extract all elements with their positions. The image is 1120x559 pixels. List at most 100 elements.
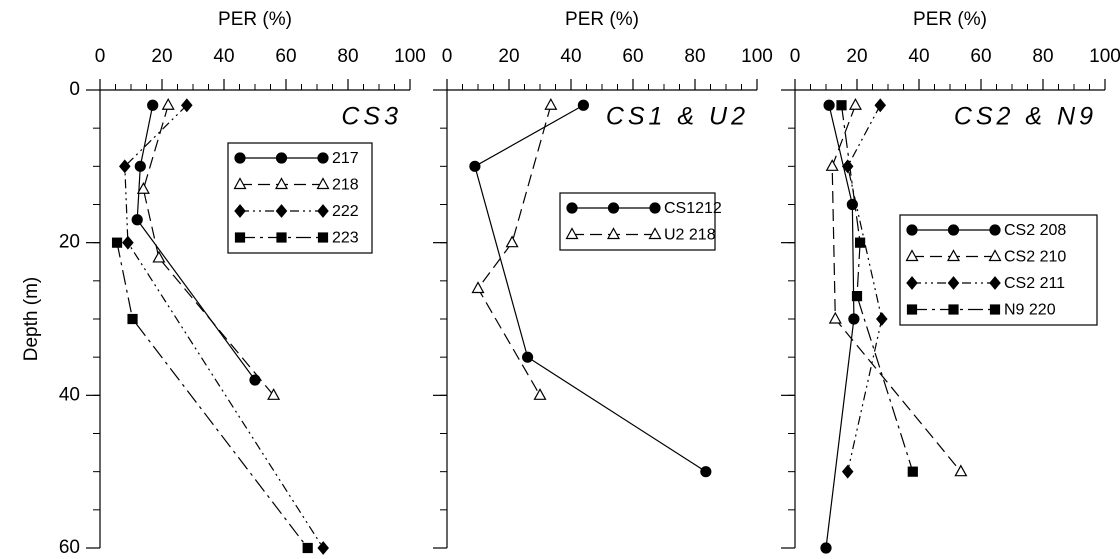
data-point bbox=[854, 237, 866, 248]
data-point bbox=[302, 542, 313, 554]
series-line bbox=[477, 105, 552, 396]
data-point bbox=[825, 159, 839, 171]
legend-marker bbox=[906, 304, 918, 315]
data-point bbox=[267, 388, 281, 400]
legend-label: U2 218 bbox=[664, 227, 716, 244]
legend-marker bbox=[317, 232, 329, 243]
data-point bbox=[533, 388, 547, 400]
y-tick-label: 60 bbox=[59, 537, 80, 558]
legend-marker bbox=[989, 304, 1001, 315]
legend-marker bbox=[274, 177, 289, 190]
panel-title: CS3 bbox=[341, 103, 402, 131]
x-tick-label: 100 bbox=[741, 46, 773, 67]
legend-marker bbox=[947, 276, 960, 290]
legend-marker bbox=[606, 227, 621, 240]
x-tick-label: 80 bbox=[1032, 46, 1053, 67]
legend-marker bbox=[947, 224, 960, 236]
x-tick-label: 80 bbox=[684, 46, 705, 67]
x-axis-label: PER (%) bbox=[565, 9, 639, 30]
series-line bbox=[116, 242, 309, 549]
data-point bbox=[577, 99, 590, 111]
data-point bbox=[841, 464, 854, 479]
legend-label: CS1212 bbox=[664, 200, 722, 217]
legend-box bbox=[559, 192, 716, 251]
data-point bbox=[848, 98, 862, 110]
data-point bbox=[181, 98, 193, 113]
series-line bbox=[124, 104, 324, 549]
data-point bbox=[876, 312, 888, 326]
data-point bbox=[317, 541, 329, 555]
series-line bbox=[142, 105, 275, 396]
legend-marker bbox=[989, 224, 1001, 236]
data-point bbox=[544, 98, 558, 110]
x-tick-label: 60 bbox=[275, 46, 296, 67]
legend-marker bbox=[648, 227, 662, 240]
data-point bbox=[131, 214, 143, 226]
legend-marker bbox=[233, 177, 247, 190]
legend-marker bbox=[317, 204, 329, 218]
legend-marker bbox=[906, 224, 918, 236]
legend-marker bbox=[317, 152, 329, 164]
data-point bbox=[521, 351, 534, 363]
legend-label: 217 bbox=[332, 150, 359, 167]
x-tick-label: 60 bbox=[622, 46, 643, 67]
series-line bbox=[474, 104, 707, 473]
x-axis-label: PER (%) bbox=[913, 9, 987, 30]
legend-marker bbox=[276, 232, 287, 243]
legend-marker bbox=[905, 249, 919, 262]
legend-marker bbox=[316, 177, 330, 190]
data-point bbox=[851, 291, 863, 302]
x-tick-label: 20 bbox=[151, 46, 172, 67]
data-point bbox=[249, 374, 261, 386]
data-point bbox=[954, 464, 968, 477]
legend-label: N9 220 bbox=[1004, 302, 1056, 319]
legend-label: 222 bbox=[332, 203, 359, 220]
data-point bbox=[836, 100, 847, 111]
x-tick-label: 0 bbox=[790, 46, 801, 67]
legend-marker bbox=[906, 276, 918, 290]
data-point bbox=[820, 542, 832, 554]
data-point bbox=[874, 98, 887, 113]
legend-label: 223 bbox=[332, 230, 359, 247]
x-tick-label: 0 bbox=[442, 46, 453, 67]
data-point bbox=[122, 235, 134, 250]
legend-label: CS2 208 bbox=[1004, 222, 1066, 239]
y-tick-label: 0 bbox=[69, 79, 80, 100]
legend-label: 218 bbox=[332, 177, 359, 194]
data-point bbox=[136, 181, 150, 194]
x-tick-label: 40 bbox=[560, 46, 581, 67]
data-point bbox=[111, 237, 123, 248]
x-axis-label: PER (%) bbox=[218, 9, 292, 30]
x-tick-label: 40 bbox=[213, 46, 234, 67]
y-tick-label: 40 bbox=[59, 384, 80, 405]
legend-marker bbox=[649, 202, 661, 214]
x-tick-label: 100 bbox=[394, 46, 426, 67]
series-line bbox=[831, 105, 962, 473]
data-point bbox=[127, 313, 138, 325]
legend-marker bbox=[234, 232, 246, 243]
data-point bbox=[147, 99, 159, 111]
x-tick-label: 0 bbox=[95, 46, 106, 67]
x-tick-label: 20 bbox=[498, 46, 519, 67]
series-line bbox=[840, 105, 914, 472]
legend-marker bbox=[275, 152, 288, 164]
legend-marker bbox=[948, 304, 959, 315]
legend-marker bbox=[275, 204, 288, 218]
data-point bbox=[152, 250, 166, 263]
x-tick-label: 60 bbox=[970, 46, 991, 67]
data-point bbox=[505, 235, 519, 248]
x-tick-label: 80 bbox=[337, 46, 358, 67]
series-line bbox=[825, 105, 855, 549]
data-point bbox=[907, 466, 918, 477]
legend-marker bbox=[989, 276, 1001, 290]
panel-title: CS1 & U2 bbox=[606, 103, 749, 131]
legend-label: CS2 211 bbox=[1004, 275, 1065, 292]
legend-marker bbox=[565, 227, 579, 240]
legend-marker bbox=[566, 202, 578, 214]
legend-marker bbox=[234, 152, 246, 164]
legend-marker bbox=[607, 202, 620, 214]
legend-box bbox=[227, 142, 373, 254]
legend-marker bbox=[988, 249, 1002, 262]
data-point bbox=[823, 99, 835, 111]
